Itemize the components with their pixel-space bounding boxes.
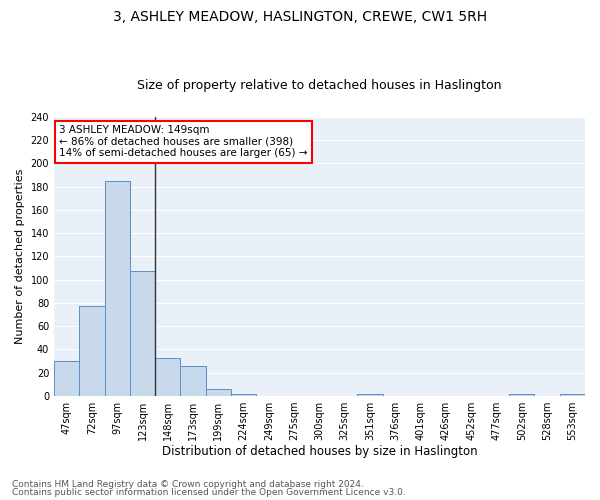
Bar [560, 394, 585, 396]
Text: 3, ASHLEY MEADOW, HASLINGTON, CREWE, CW1 5RH: 3, ASHLEY MEADOW, HASLINGTON, CREWE, CW1… [113, 10, 487, 24]
Bar [231, 394, 256, 396]
Bar [358, 394, 383, 396]
Title: Size of property relative to detached houses in Haslington: Size of property relative to detached ho… [137, 79, 502, 92]
Y-axis label: Number of detached properties: Number of detached properties [15, 168, 25, 344]
Bar [181, 366, 206, 396]
Text: Contains public sector information licensed under the Open Government Licence v3: Contains public sector information licen… [12, 488, 406, 497]
X-axis label: Distribution of detached houses by size in Haslington: Distribution of detached houses by size … [162, 444, 478, 458]
Bar [54, 361, 79, 396]
Bar [509, 394, 535, 396]
Bar [79, 306, 104, 396]
Bar [155, 358, 181, 396]
Text: 3 ASHLEY MEADOW: 149sqm
← 86% of detached houses are smaller (398)
14% of semi-d: 3 ASHLEY MEADOW: 149sqm ← 86% of detache… [59, 125, 308, 158]
Text: Contains HM Land Registry data © Crown copyright and database right 2024.: Contains HM Land Registry data © Crown c… [12, 480, 364, 489]
Bar [104, 181, 130, 396]
Bar [206, 389, 231, 396]
Bar [130, 272, 155, 396]
